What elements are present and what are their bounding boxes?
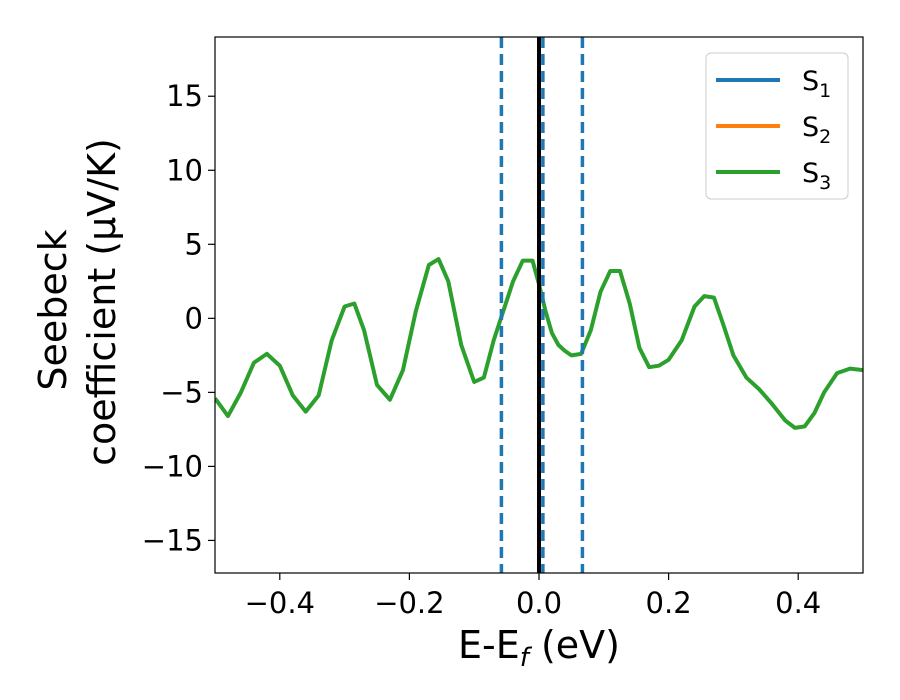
legend-label-s1: S1	[802, 66, 831, 102]
y-axis: −15 −10 −5 0 5 10 15	[142, 79, 215, 557]
x-axis-label-main: E-E	[458, 623, 520, 667]
x-axis: −0.4 −0.2 0.0 0.2 0.4	[245, 573, 821, 620]
x-tick-label: −0.2	[374, 586, 444, 620]
legend-label-s3: S3	[802, 158, 831, 194]
legend-label-s2: S2	[802, 112, 831, 148]
y-axis-label: Seebeck coefficient (μV/K)	[31, 138, 124, 466]
y-tick-label: −5	[160, 375, 203, 409]
y-tick-label: 5	[185, 227, 203, 261]
legend: S1 S2 S3	[705, 52, 849, 200]
x-axis-label-unit: (eV)	[529, 623, 620, 667]
y-tick-label: 0	[185, 301, 203, 335]
y-tick-label: −15	[142, 523, 203, 557]
y-tick-label: 15	[166, 79, 203, 113]
x-tick-label: 0.4	[775, 586, 821, 620]
y-axis-label-line1: Seebeck	[31, 229, 75, 390]
y-tick-label: 10	[166, 153, 203, 187]
plot-area	[215, 37, 863, 573]
x-tick-label: −0.4	[245, 586, 315, 620]
y-tick-label: −10	[142, 449, 203, 483]
y-axis-label-line2: coefficient (μV/K)	[80, 138, 124, 466]
x-tick-label: 0.0	[516, 586, 562, 620]
x-tick-label: 0.2	[646, 586, 692, 620]
series-line-s3	[215, 257, 863, 430]
x-axis-label: E-Ef (eV)	[458, 623, 620, 673]
